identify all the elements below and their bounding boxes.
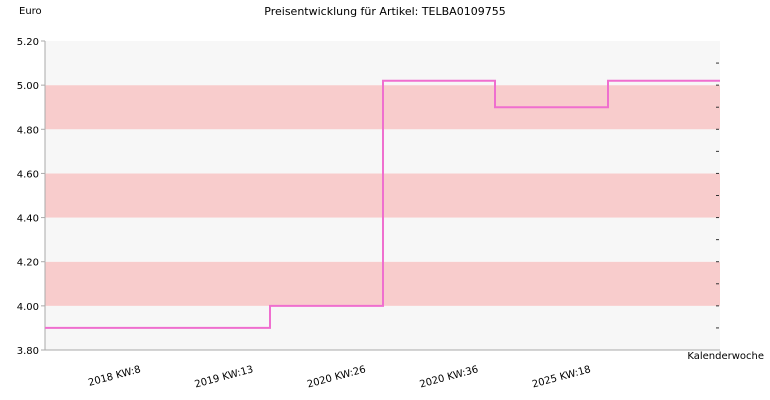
y-axis-ticks: 3.80 4.00 4.20 4.40 4.60 4.80 5.00 5.20: [17, 37, 719, 357]
axes: [44, 41, 720, 351]
chart-title: Preisentwicklung für Artikel: TELBA01097…: [264, 5, 505, 18]
y-tick-label: 4.20: [17, 258, 39, 269]
x-axis-ticks: 2018 KW:8 2019 KW:13 2020 KW:26 2020 KW:36 2…: [87, 364, 592, 390]
series-layer: [45, 79, 720, 329]
y-tick-label: 4.00: [17, 302, 39, 313]
x-tick-label: 2020 KW:36: [418, 364, 479, 390]
x-axis-label: Kalenderwoche: [687, 351, 764, 362]
x-tick-label: 2018 KW:8: [87, 364, 142, 389]
x-tick-label: 2025 KW:18: [531, 364, 592, 390]
y-tick-label: 3.80: [17, 346, 39, 357]
grid-band: [45, 41, 720, 86]
x-tick-label: 2019 KW:13: [193, 364, 254, 390]
x-tick-label: 2020 KW:26: [306, 364, 367, 390]
y-tick-label: 4.80: [17, 125, 39, 136]
y-tick-label: 4.60: [17, 169, 39, 180]
y-tick-label: 4.40: [17, 214, 39, 225]
y-tick-label: 5.20: [17, 37, 39, 48]
y-tick-label: 5.00: [17, 81, 39, 92]
y-axis-label: Euro: [19, 6, 42, 17]
price-step-line: [45, 79, 720, 329]
